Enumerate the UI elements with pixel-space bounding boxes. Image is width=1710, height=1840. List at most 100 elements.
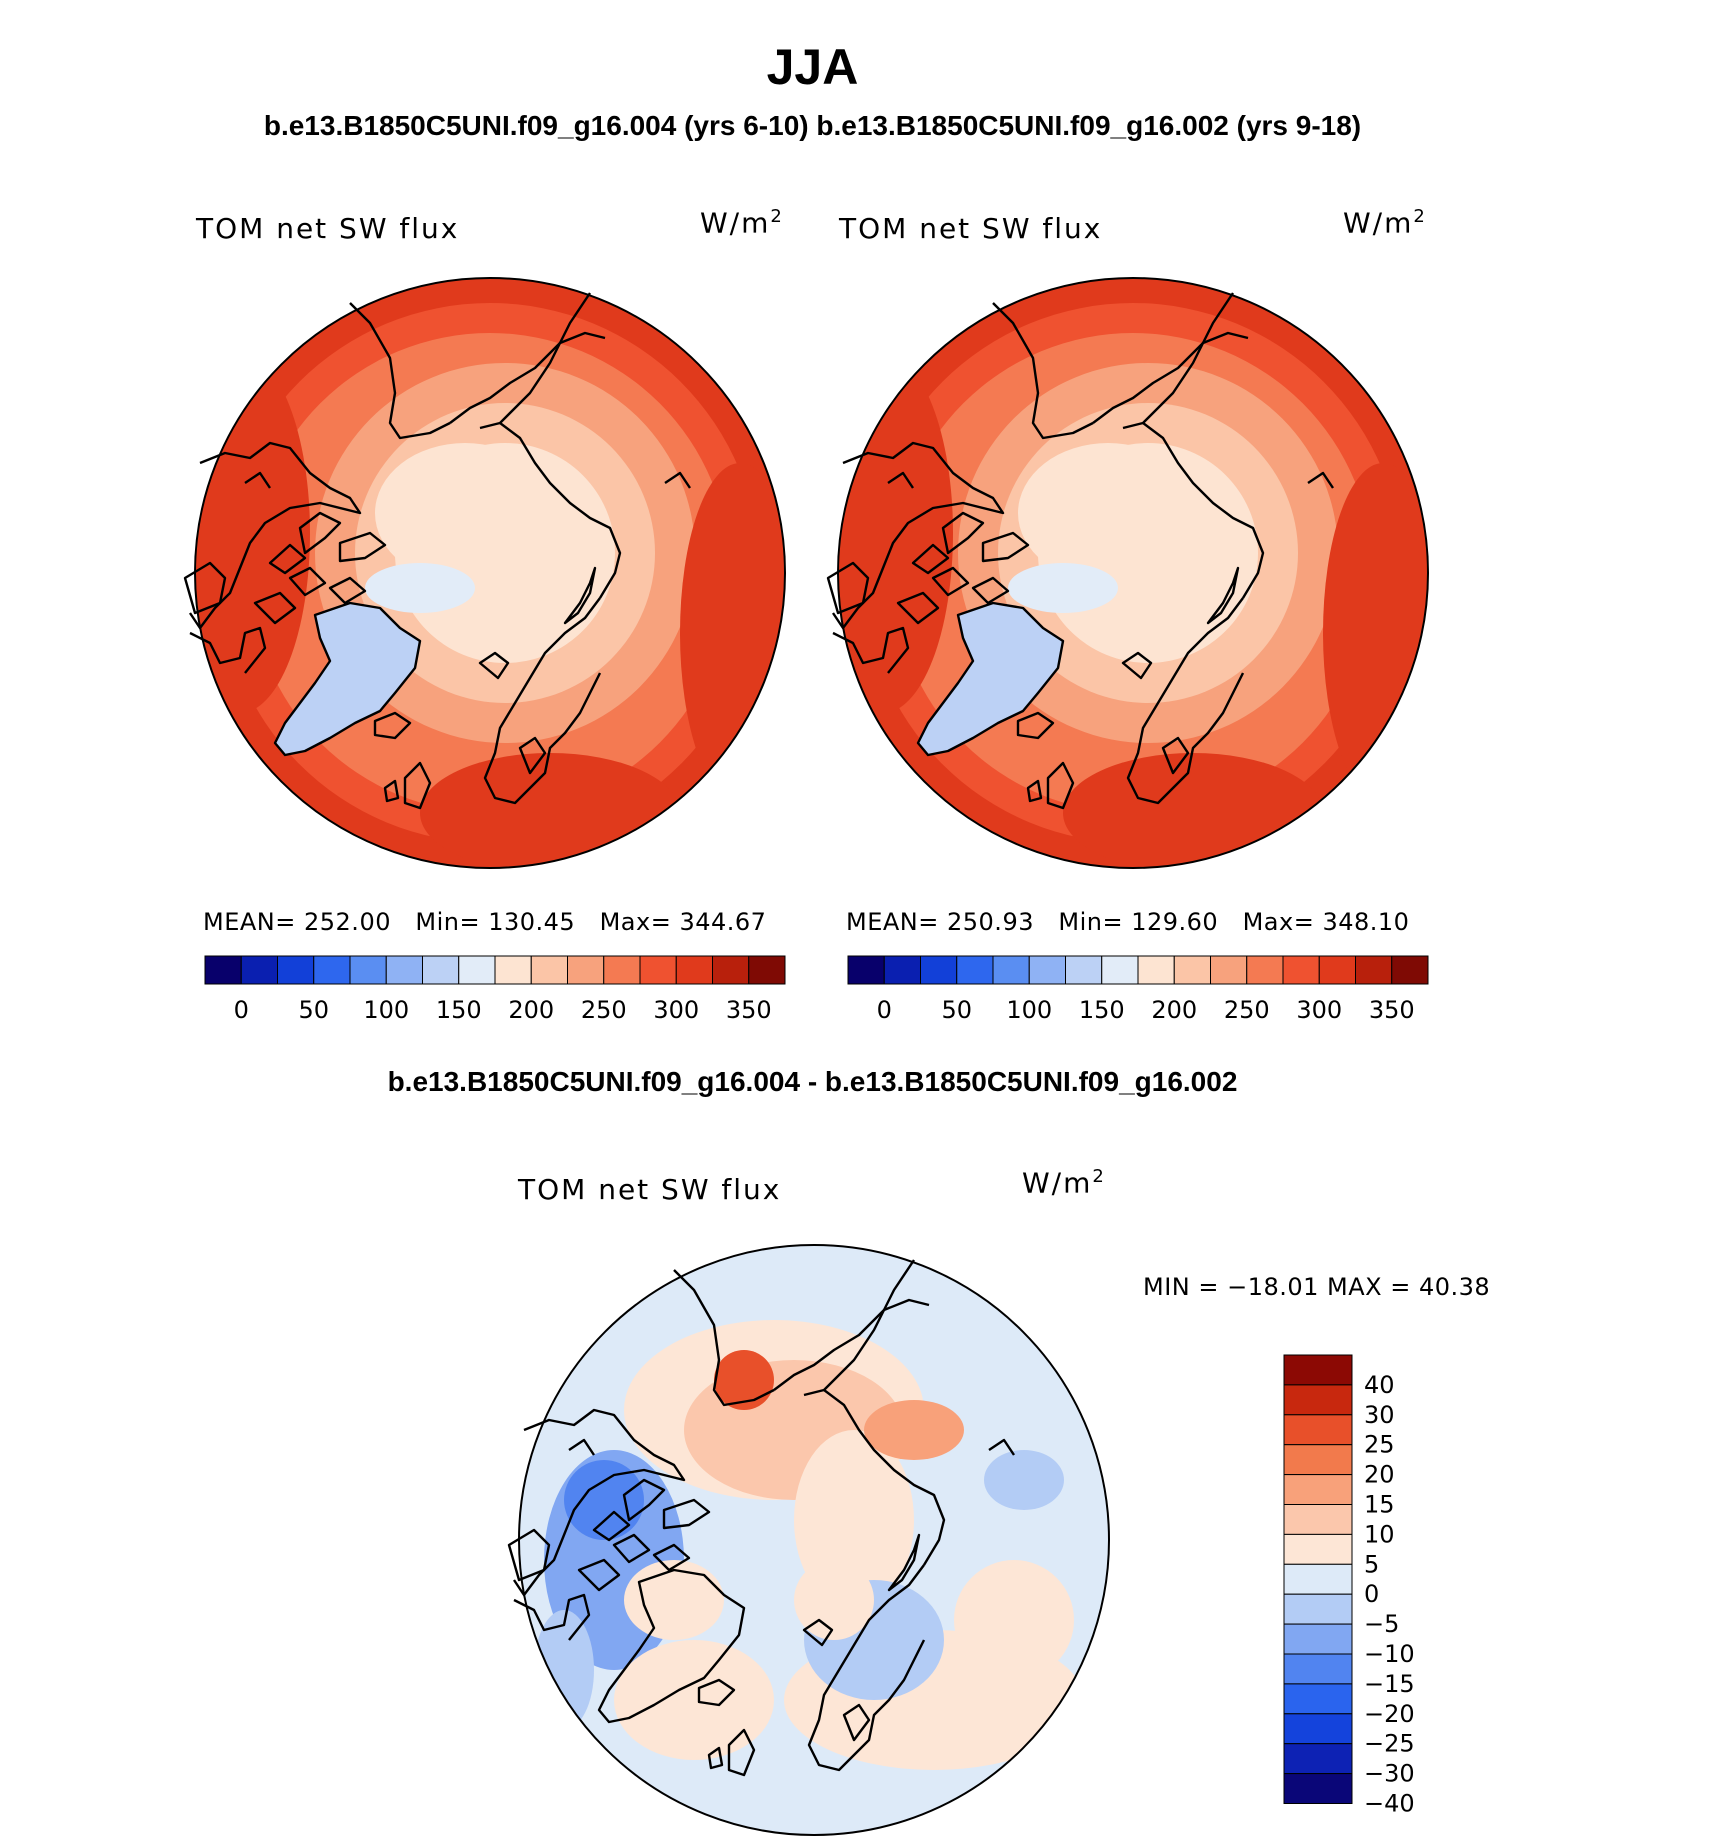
panel1-units-label: W/m2 — [700, 206, 784, 239]
colorbar-tick-label: 100 — [363, 996, 409, 1024]
colorbar-tick-label: −40 — [1364, 1790, 1415, 1818]
map-fill-band — [624, 1560, 724, 1640]
colorbar-swatch — [277, 955, 315, 985]
colorbar-swatch — [1283, 1773, 1353, 1804]
panel1-variable-label: TOM net SW flux — [196, 212, 460, 245]
panel2-map — [826, 277, 1429, 869]
colorbar-tick-label: 250 — [581, 996, 627, 1024]
panel1-min-value: 130.45 — [488, 908, 576, 936]
panel1-max-value: 344.67 — [679, 908, 767, 936]
panel2-max-value: 348.10 — [1322, 908, 1410, 936]
panel2-variable-label: TOM net SW flux — [839, 212, 1103, 245]
map-fill-band — [954, 1560, 1074, 1680]
map-fill-band — [1018, 443, 1198, 583]
colorbar-swatch — [530, 955, 568, 985]
colorbar-swatch — [567, 955, 605, 985]
colorbar-tick-label: −30 — [1364, 1760, 1415, 1788]
colorbar-swatch — [1391, 955, 1429, 985]
colorbar-tick-label: 10 — [1364, 1520, 1395, 1548]
panel2-mean-value: 250.93 — [947, 908, 1034, 936]
colorbar-swatch — [1283, 1713, 1353, 1745]
colorbar-tick-label: −15 — [1364, 1670, 1415, 1698]
colorbar-swatch — [1283, 1743, 1353, 1775]
colorbar-tick-label: −5 — [1364, 1610, 1399, 1638]
colorbar-swatch — [1283, 1653, 1353, 1685]
colorbar-tick-label: 30 — [1364, 1401, 1395, 1429]
colorbar-tick-label: 100 — [1006, 996, 1052, 1024]
colorbar-tick-label: 150 — [1079, 996, 1125, 1024]
colorbar-swatch — [883, 955, 921, 985]
colorbar-swatch — [204, 955, 242, 985]
diff-map-border — [518, 1244, 1110, 1836]
panel2-max-label: Max= — [1242, 908, 1315, 936]
colorbar-swatch — [1283, 1474, 1353, 1505]
panel1-mean-label: MEAN= — [203, 908, 296, 936]
map-fill-band — [794, 1560, 874, 1640]
map-fill-band — [864, 1400, 964, 1460]
panel2-colorbar: 0 50 100 150 200 250 300 350 — [847, 955, 1429, 1024]
colorbar-tick-label: 5 — [1364, 1550, 1379, 1578]
colorbar-swatch — [458, 955, 496, 985]
colorbar-swatch — [1283, 1683, 1353, 1715]
colorbar-tick-label: 0 — [234, 996, 249, 1024]
colorbar-swatch — [1065, 955, 1103, 985]
map-fill-band — [420, 753, 680, 868]
colorbar-swatch — [1283, 1563, 1353, 1595]
colorbar-swatch — [956, 955, 994, 985]
panel1-max-label: Max= — [599, 908, 672, 936]
map-fill-band — [365, 563, 475, 613]
colorbar-swatch — [494, 955, 532, 985]
panel1-mean-value: 252.00 — [304, 908, 391, 936]
colorbar-tick-label: −10 — [1364, 1640, 1415, 1668]
colorbar-tick-label: 50 — [941, 996, 972, 1024]
map-fill-band — [714, 1350, 774, 1410]
diff-units-exponent: 2 — [1092, 1166, 1106, 1187]
panel2-mean-label: MEAN= — [846, 908, 939, 936]
colorbar-tick-label: 200 — [1151, 996, 1197, 1024]
diff-units-label: W/m2 — [1022, 1166, 1106, 1199]
map-fill-band — [1323, 463, 1428, 803]
colorbar-swatch — [1283, 1623, 1353, 1655]
panel2-stats: MEAN= 250.93 Min= 129.60 Max= 348.10 — [846, 908, 1409, 936]
map-fill-band — [375, 443, 555, 583]
map-fill-band — [984, 1450, 1064, 1510]
colorbar-tick-label: 25 — [1364, 1431, 1395, 1459]
colorbar-tick-label: 300 — [1296, 996, 1342, 1024]
colorbar-swatch — [1283, 1504, 1353, 1535]
colorbar-tick-label: 20 — [1364, 1461, 1395, 1489]
colorbar-swatch — [1283, 1414, 1353, 1446]
case-header: b.e13.B1850C5UNI.f09_g16.004 (yrs 6-10) … — [263, 110, 1362, 141]
colorbar-swatch — [603, 955, 641, 985]
colorbar-tick-label: 0 — [877, 996, 892, 1024]
panel2-units-label: W/m2 — [1343, 206, 1427, 239]
colorbar-swatch — [1318, 955, 1356, 985]
panel2-min-label: Min= — [1058, 908, 1124, 936]
colorbar-swatch — [1282, 955, 1320, 985]
colorbar-swatch — [1137, 955, 1175, 985]
colorbar-tick-label: 40 — [1364, 1371, 1395, 1399]
colorbar-swatch — [675, 955, 713, 985]
colorbar-swatch — [1283, 1444, 1353, 1476]
colorbar-swatch — [748, 955, 786, 985]
colorbar-swatch — [1355, 955, 1393, 985]
colorbar-swatch — [920, 955, 958, 985]
colorbar-tick-label: 0 — [1364, 1580, 1379, 1608]
panel1-colorbar: 0 50 100 150 200 250 300 350 — [204, 955, 786, 1024]
colorbar-swatch — [1283, 1384, 1353, 1416]
colorbar-swatch — [1283, 1354, 1353, 1386]
difference-header: b.e13.B1850C5UNI.f09_g16.004 - b.e13.B18… — [387, 1066, 1238, 1097]
colorbar-swatch — [1210, 955, 1248, 985]
colorbar-swatch — [1283, 1533, 1353, 1565]
colorbar-swatch — [1246, 955, 1284, 985]
map-fill-band — [614, 1640, 774, 1760]
colorbar-tick-label: −25 — [1364, 1730, 1415, 1758]
colorbar-swatch — [847, 955, 885, 985]
colorbar-tick-label: 300 — [653, 996, 699, 1024]
panel2-map-border — [837, 277, 1429, 869]
figure-title: JJA — [766, 39, 859, 95]
diff-minmax: MIN = −18.01 MAX = 40.38 — [1143, 1273, 1491, 1301]
colorbar-swatch — [992, 955, 1030, 985]
colorbar-swatch — [349, 955, 387, 985]
panel1-stats: MEAN= 252.00 Min= 130.45 Max= 344.67 — [203, 908, 766, 936]
